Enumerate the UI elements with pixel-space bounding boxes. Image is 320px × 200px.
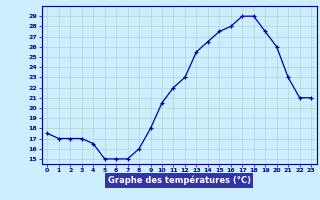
X-axis label: Graphe des températures (°C): Graphe des températures (°C) — [108, 176, 251, 185]
